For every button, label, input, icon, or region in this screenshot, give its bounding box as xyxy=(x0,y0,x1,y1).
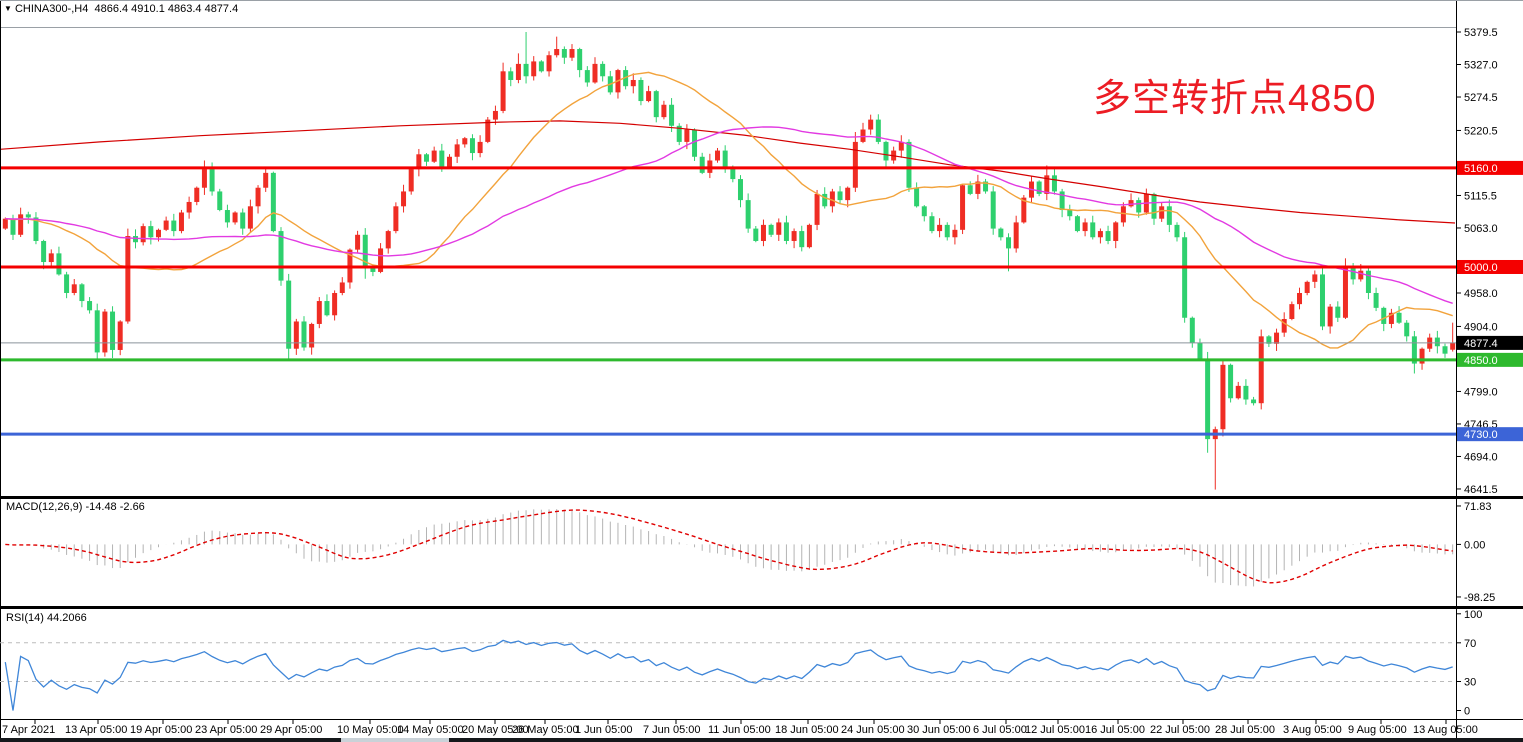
price-tick-label: 5379.5 xyxy=(1464,27,1498,39)
trend-ma-line xyxy=(0,120,1456,224)
time-tick-label: 9 Aug 05:00 xyxy=(1348,724,1407,736)
time-tick-label: 16 Jul 05:00 xyxy=(1085,724,1145,736)
price-tick-label: 5327.0 xyxy=(1464,60,1498,72)
time-tick-label: 6 Jul 05:00 xyxy=(973,724,1027,736)
price-badge xyxy=(1457,352,1523,367)
chart-annotation-text: 多空转折点4850 xyxy=(1093,78,1377,120)
time-axis-layer: 7 Apr 2021 13 Apr 05:00 19 Apr 05:00 23 Apr… xyxy=(2,720,1478,736)
time-axis[interactable] xyxy=(0,720,1456,738)
chart-header: ▼ CHINA300-,H4 4866.4 4910.1 4863.4 4877… xyxy=(4,3,238,15)
time-tick-label: 19 Apr 05:00 xyxy=(130,724,192,736)
horizontal-lines-layer xyxy=(0,166,1456,436)
rsi-value: 44.2066 xyxy=(46,612,87,624)
window-edge-segment xyxy=(341,738,449,742)
ohlc-quote: 4866.4 4910.1 4863.4 4877.4 xyxy=(94,3,239,15)
price-badge xyxy=(1457,160,1523,175)
price-tick-label: 5115.5 xyxy=(1464,190,1497,202)
macd-tick-label: 0.00 xyxy=(1464,539,1485,551)
time-tick-label: 1 Jun 05:00 xyxy=(575,724,633,736)
symbol-timeframe-label: CHINA300-,H4 xyxy=(14,3,89,15)
price-badge xyxy=(1457,335,1523,350)
price-badge-label: 5160.0 xyxy=(1464,163,1498,175)
time-tick-label: 29 Apr 05:00 xyxy=(260,724,322,736)
window-edge-segment xyxy=(0,738,341,742)
time-tick-label: 10 May 05:00 xyxy=(337,724,404,736)
price-tick-label: 5274.5 xyxy=(1464,92,1498,104)
price-badge-label: 4877.4 xyxy=(1464,338,1498,350)
price-axis-layer: 5379.5 5327.0 5274.5 5220.5 5115.5 5063.0 4958… xyxy=(1456,27,1523,496)
time-tick-label: 30 Jun 05:00 xyxy=(907,724,971,736)
price-tick-label: 4694.0 xyxy=(1464,451,1498,463)
rsi-layer: 100 70 30 0 xyxy=(0,609,1482,718)
rsi-tick-label: 30 xyxy=(1464,676,1476,688)
time-tick-label: 18 Jun 05:00 xyxy=(775,724,839,736)
rsi-tick-label: 70 xyxy=(1464,638,1476,650)
macd-signal-line xyxy=(5,509,1453,584)
time-tick-label: 7 Apr 2021 xyxy=(2,724,55,736)
macd-layer: 71.83 0.00 -98.25 xyxy=(5,501,1495,604)
time-tick-label: 23 Apr 05:00 xyxy=(195,724,257,736)
time-tick-label: 13 Aug 05:00 xyxy=(1413,724,1478,736)
rsi-tick-label: 100 xyxy=(1464,609,1482,621)
rsi-tick-label: 0 xyxy=(1464,706,1470,718)
rsi-curve xyxy=(4,639,1453,711)
price-axis[interactable] xyxy=(1457,1,1523,738)
price-tick-label: 4799.0 xyxy=(1464,386,1498,398)
macd-tick-label: 71.83 xyxy=(1464,501,1492,513)
macd-values: -14.48 -2.66 xyxy=(85,501,145,513)
price-tick-label: 4958.0 xyxy=(1464,288,1498,300)
price-tick-label: 5220.5 xyxy=(1464,125,1498,137)
time-tick-label: 14 May 05:00 xyxy=(397,724,464,736)
time-tick-label: 11 Jun 05:00 xyxy=(708,724,771,736)
time-tick-label: 26 May 05:00 xyxy=(512,724,579,736)
time-tick-label: 7 Jun 05:00 xyxy=(643,724,701,736)
time-tick-label: 28 Jul 05:00 xyxy=(1215,724,1275,736)
price-badge-label: 4850.0 xyxy=(1464,355,1498,367)
chevron-down-icon[interactable]: ▼ xyxy=(4,4,12,13)
moving-averages-layer xyxy=(0,71,1456,349)
time-tick-label: 13 Apr 05:00 xyxy=(65,724,127,736)
rsi-indicator-label: RSI(14) 44.2066 xyxy=(6,612,87,624)
time-tick-label: 12 Jul 05:00 xyxy=(1025,724,1085,736)
macd-indicator-label: MACD(12,26,9) -14.48 -2.66 xyxy=(6,501,145,513)
price-badge-label: 5000.0 xyxy=(1464,262,1498,274)
time-tick-label: 24 Jun 05:00 xyxy=(841,724,905,736)
window-edge-segment xyxy=(449,738,1523,742)
price-tick-label: 4904.0 xyxy=(1464,321,1498,333)
price-badge-label: 4730.0 xyxy=(1464,429,1498,441)
price-badge xyxy=(1457,427,1523,442)
time-tick-label: 3 Aug 05:00 xyxy=(1283,724,1342,736)
time-tick-label: 22 Jul 05:00 xyxy=(1150,724,1210,736)
price-tick-label: 4641.5 xyxy=(1464,484,1498,496)
ma50-line xyxy=(5,126,1453,304)
time-tick-label: 20 May 05:00 xyxy=(462,724,529,736)
macd-tick-label: -98.25 xyxy=(1464,592,1495,604)
price-badge xyxy=(1457,259,1523,274)
price-tick-label: 5063.0 xyxy=(1464,223,1498,235)
